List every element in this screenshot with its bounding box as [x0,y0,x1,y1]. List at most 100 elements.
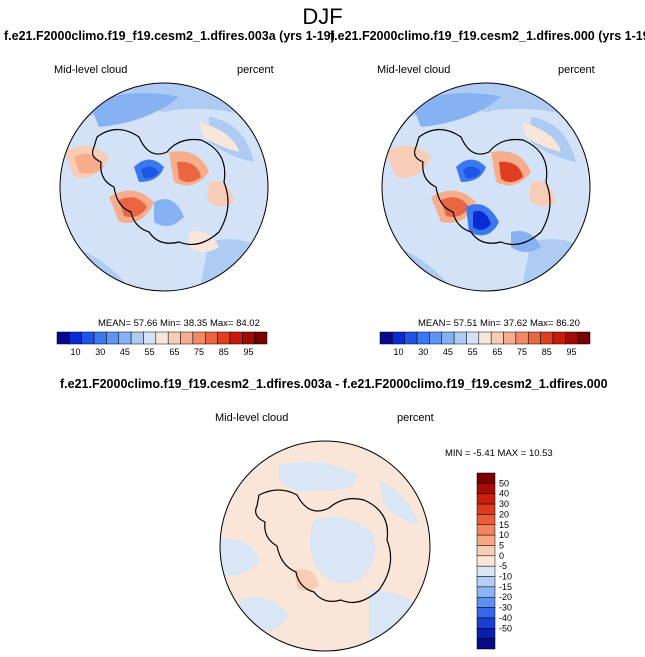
colorbar-tick-label: 10 [394,347,404,357]
colorbar-tick-label: 10 [71,347,81,357]
colorbar-tick-label: 45 [443,347,453,357]
colorbar-swatch [577,331,591,345]
colorbar-swatch [476,565,496,577]
colorbar-swatch [476,586,496,598]
colorbar-swatch [204,331,218,345]
panel1-stats: MEAN= 57.66 Min= 38.35 Max= 84.02 [98,318,260,329]
colorbar-tick-label: 65 [169,347,179,357]
colorbar-swatch [476,493,496,505]
colorbar-swatch [476,503,496,515]
colorbar-swatch [143,331,157,345]
colorbar-swatch [254,331,268,345]
colorbar-tick-label: -50 [499,623,512,633]
panel3-field-label: Mid-level cloud [215,412,289,424]
colorbar-tick-label: 30 [95,347,105,357]
colorbar-swatch [476,576,496,588]
panel1-colorbar: 10 30 45 55 65 75 85 95 [56,331,268,357]
colorbar-tick-label: 30 [418,347,428,357]
colorbar-tick-label: 75 [517,347,527,357]
colorbar-swatch [441,331,455,345]
colorbar-swatch [478,331,492,345]
colorbar-swatch [453,331,467,345]
panel3-units-label: percent [397,412,434,424]
colorbar-tick-label: 95 [566,347,576,357]
colorbar-tick-label: 95 [243,347,253,357]
colorbar-swatch [217,331,231,345]
panel3-title: f.e21.F2000climo.f19_f19.cesm2_1.dfires.… [60,377,608,391]
colorbar-swatch [93,331,107,345]
colorbar-swatch [476,628,496,639]
panel2-stats: MEAN= 57.51 Min= 37.62 Max= 86.20 [418,318,580,329]
panel3-polar-map [219,440,431,652]
colorbar-tick-label: -40 [499,613,512,623]
colorbar-swatch [476,534,496,546]
colorbar-tick-label: 30 [499,499,509,509]
colorbar-swatch [476,638,496,650]
colorbar-swatch [476,607,496,619]
colorbar-swatch [192,331,206,345]
colorbar-tick-label: 0 [499,551,504,561]
colorbar-swatch [229,331,243,345]
colorbar-swatch [242,331,255,345]
colorbar-swatch [476,596,496,608]
colorbar-swatch [490,331,504,345]
colorbar-swatch [540,331,554,345]
colorbar-tick-label: 85 [219,347,229,357]
panel1-polar-map [59,82,269,292]
colorbar-tick-label: 45 [120,347,130,357]
panel2-units-label: percent [558,64,595,76]
colorbar-tick-label: 75 [194,347,204,357]
colorbar-swatch [527,331,541,345]
colorbar-swatch [476,524,496,536]
panel3-stats: MIN = -5.41 MAX = 10.53 [445,448,553,459]
colorbar-swatch [106,331,120,345]
colorbar-swatch [392,331,405,345]
colorbar-tick-label: -20 [499,592,512,602]
colorbar-swatch [503,331,517,345]
colorbar-swatch [118,331,132,345]
colorbar-tick-label: -10 [499,572,512,582]
panel2-title: f.e21.F2000climo.f19_f19.cesm2_1.dfires.… [330,29,645,43]
colorbar-swatch [416,331,430,345]
colorbar-swatch [155,331,169,345]
colorbar-swatch [476,555,496,567]
colorbar-tick-label: 40 [499,489,509,499]
colorbar-swatch [476,514,496,526]
colorbar-swatch [476,483,496,494]
colorbar-swatch [69,331,82,345]
figure-title: DJF [302,4,343,29]
colorbar-swatch [404,331,418,345]
colorbar-swatch [466,331,480,345]
panel1-field-label: Mid-level cloud [54,64,128,76]
colorbar-tick-label: 5 [499,540,504,550]
panel2-polar-map [381,82,591,292]
panel2-colorbar: 10 30 45 55 65 75 85 95 [379,331,591,357]
colorbar-tick-label: 10 [499,530,509,540]
colorbar-swatch [515,331,529,345]
colorbar-swatch [180,331,194,345]
panel2-field-label: Mid-level cloud [377,64,451,76]
colorbar-tick-label: -30 [499,603,512,613]
colorbar-tick-label: 65 [492,347,502,357]
colorbar-tick-label: 50 [499,478,509,488]
colorbar-tick-label: 20 [499,509,509,519]
colorbar-swatch [81,331,95,345]
panel1-units-label: percent [237,64,274,76]
colorbar-swatch [565,331,578,345]
colorbar-swatch [476,545,496,557]
colorbar-tick-label: 85 [542,347,552,357]
colorbar-tick-label: -15 [499,582,512,592]
colorbar-swatch [130,331,144,345]
colorbar-tick-label: 55 [145,347,155,357]
colorbar-swatch [56,331,70,345]
colorbar-swatch [429,331,443,345]
panel1-title: f.e21.F2000climo.f19_f19.cesm2_1.dfires.… [4,29,335,43]
colorbar-swatch [167,331,181,345]
colorbar-swatch [476,472,496,484]
colorbar-tick-label: 55 [468,347,478,357]
colorbar-swatch [379,331,393,345]
colorbar-swatch [476,617,496,629]
colorbar-tick-label: 15 [499,520,509,530]
colorbar-tick-label: -5 [499,561,507,571]
